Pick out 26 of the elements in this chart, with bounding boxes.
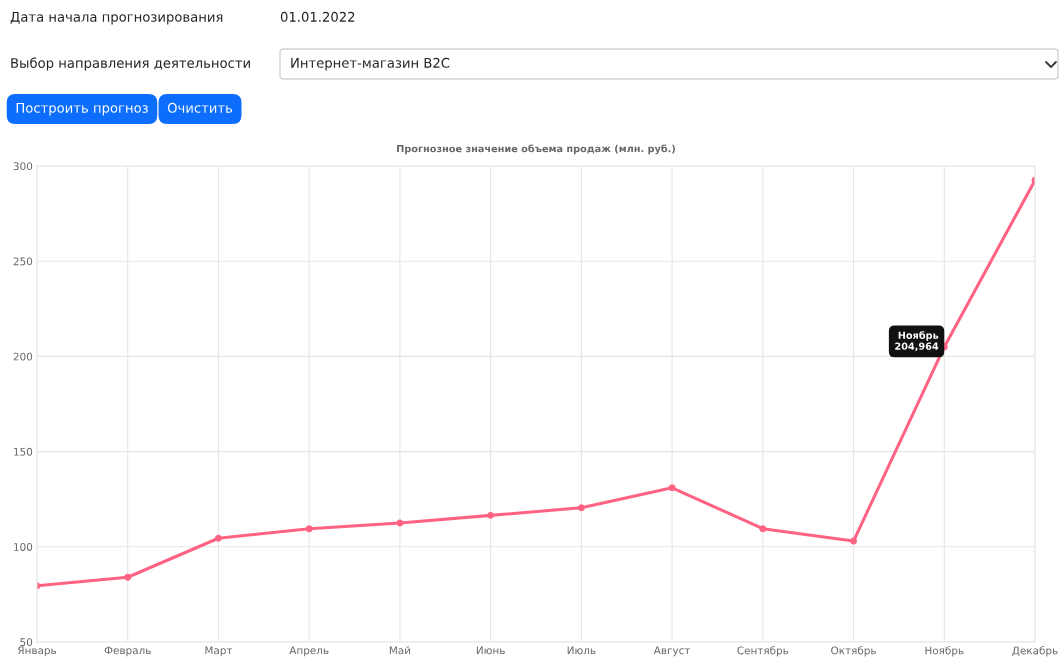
x-tick-label: Июль bbox=[567, 646, 596, 655]
y-tick-label: 50 bbox=[20, 638, 33, 647]
y-tick-label: 150 bbox=[14, 447, 33, 456]
text: Интернет-магазин B2C bbox=[291, 57, 450, 71]
x-tick-label: Декабрь bbox=[1012, 646, 1058, 657]
annotation: Ноябрь 204,964 bbox=[895, 331, 939, 352]
x-tick-label: Февраль bbox=[104, 646, 151, 657]
x-tick-label: Ноябрь bbox=[925, 646, 964, 657]
text: 01.01.2022 bbox=[280, 11, 355, 22]
y-tick-label: 250 bbox=[13, 257, 33, 266]
y-tick-label: 300 bbox=[13, 162, 33, 171]
x-tick-label: Март bbox=[205, 646, 233, 657]
text: Выбор направления деятельности bbox=[11, 57, 250, 71]
x-tick-label: Август bbox=[653, 646, 691, 657]
text: Построить прогноз bbox=[16, 103, 148, 116]
y-tick-label: 200 bbox=[13, 352, 33, 361]
text: Дата начала прогнозирования bbox=[10, 12, 223, 25]
x-tick-label: Июнь bbox=[476, 646, 505, 655]
x-tick-label: Январь bbox=[18, 646, 57, 657]
y-tick-label: 100 bbox=[14, 543, 33, 551]
x-tick-label: Май bbox=[389, 646, 411, 655]
x-tick-label: Апрель bbox=[289, 646, 329, 657]
x-tick-label: Сентябрь bbox=[737, 646, 789, 657]
x-tick-label: Октябрь bbox=[831, 646, 876, 657]
text: Очистить bbox=[167, 102, 233, 113]
chart-title: Прогнозное значение объема продаж (млн. руб.) bbox=[397, 144, 675, 155]
